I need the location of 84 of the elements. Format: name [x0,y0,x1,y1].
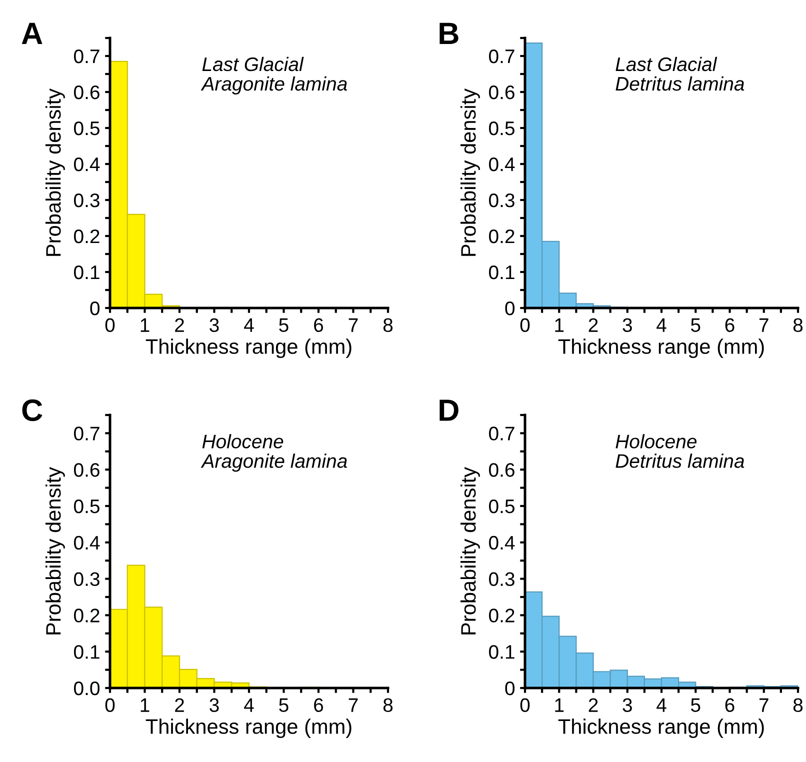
x-tick-label: 3 [622,318,632,332]
x-tick-label: 4 [656,698,666,712]
y-tick-label: 0.1 [489,645,514,659]
y-axis-title: Probability density [460,88,480,256]
y-tick-label: 0 [505,301,515,316]
x-tick-label: 8 [793,698,803,712]
y-tick-label: 0.7 [74,426,100,440]
y-tick-label: 0.5 [74,121,100,136]
y-tick-label: 0.6 [74,463,100,477]
x-tick-label: 2 [588,318,598,332]
y-tick-label: 0.4 [489,536,515,550]
x-tick-label: 5 [690,318,700,332]
x-axis-title: Thickness range (mm) [558,718,764,738]
x-tick-label: 4 [244,698,254,712]
x-tick-label: 2 [588,698,598,712]
y-tick-label: 0.2 [489,608,514,622]
y-tick-label: 0.7 [489,426,514,440]
x-tick-label: 3 [210,318,219,332]
text: A [22,22,42,44]
x-tick-label: 7 [759,318,768,332]
x-tick-label: 8 [383,318,393,332]
y-tick-label: 0.5 [489,121,514,136]
x-tick-label: 7 [348,698,358,712]
x-tick-label: 2 [175,698,184,712]
annotation: Last Glacial Detritus lamina [616,56,744,91]
x-tick-label: 3 [622,698,632,712]
y-axis-title: Probability density [45,467,65,634]
y-tick-label: 0.3 [489,572,514,586]
y-tick-label: 0.5 [489,499,514,514]
x-axis-title: Thickness range (mm) [558,338,764,358]
x-axis-title: Thickness range (mm) [146,718,352,738]
x-axis-title: Thickness range (mm) [146,338,352,358]
y-tick-label: 0.1 [74,265,100,280]
text: C [22,399,42,422]
y-tick-label: 0.3 [74,572,100,586]
y-tick-label: 0.2 [74,608,100,622]
x-tick-label: 5 [690,698,700,712]
annotation: Last Glacial Aragonite lamina [200,56,347,95]
text: D [440,400,458,421]
x-tick-label: 4 [656,318,666,332]
x-tick-label: 5 [279,698,288,712]
y-tick-label: 0.2 [489,229,514,244]
x-tick-label: 4 [244,318,254,332]
annotation: Holocene Detritus lamina [616,434,744,468]
x-tick-label: 6 [725,698,734,712]
x-tick-label: 6 [314,698,324,712]
y-tick-label: 0.6 [74,85,100,100]
x-tick-label: 1 [140,318,150,332]
y-tick-label: 0 [90,301,100,316]
y-tick-label: 0.3 [489,193,514,208]
x-tick-label: 7 [348,318,358,332]
x-tick-label: 6 [725,318,734,332]
x-tick-label: 5 [279,318,288,332]
y-tick-label: 0.4 [489,157,515,172]
y-tick-label: 0.6 [489,85,514,100]
y-tick-label: 0.4 [74,157,100,172]
y-tick-label: 0 [505,681,515,696]
y-tick-label: 0.0 [74,681,100,696]
y-tick-label: 0.7 [74,49,100,64]
y-tick-label: 0.1 [74,645,100,659]
x-tick-label: 0 [520,318,530,332]
y-axis-title: Probability density [45,88,65,256]
y-tick-label: 0.5 [74,499,100,514]
x-tick-label: 0 [105,698,115,712]
y-tick-label: 0.4 [74,536,100,550]
y-tick-label: 0.6 [489,463,514,477]
x-tick-label: 1 [555,318,564,332]
y-tick-label: 0.2 [74,229,100,244]
x-tick-label: 8 [383,698,393,712]
y-axis-title: Probability density [460,467,480,634]
x-tick-label: 7 [759,698,768,712]
annotation: Holocene Aragonite lamina [200,434,347,472]
x-tick-label: 6 [314,318,324,332]
y-tick-label: 0.3 [74,193,100,208]
x-tick-label: 0 [520,698,530,712]
x-tick-label: 1 [140,698,150,712]
x-tick-label: 8 [793,318,803,332]
x-tick-label: 0 [105,318,115,332]
x-tick-label: 3 [210,698,219,712]
y-tick-label: 0.1 [489,265,514,280]
text: B [440,22,458,44]
x-tick-label: 1 [555,698,564,712]
x-tick-label: 2 [175,318,184,332]
y-tick-label: 0.7 [489,49,514,64]
